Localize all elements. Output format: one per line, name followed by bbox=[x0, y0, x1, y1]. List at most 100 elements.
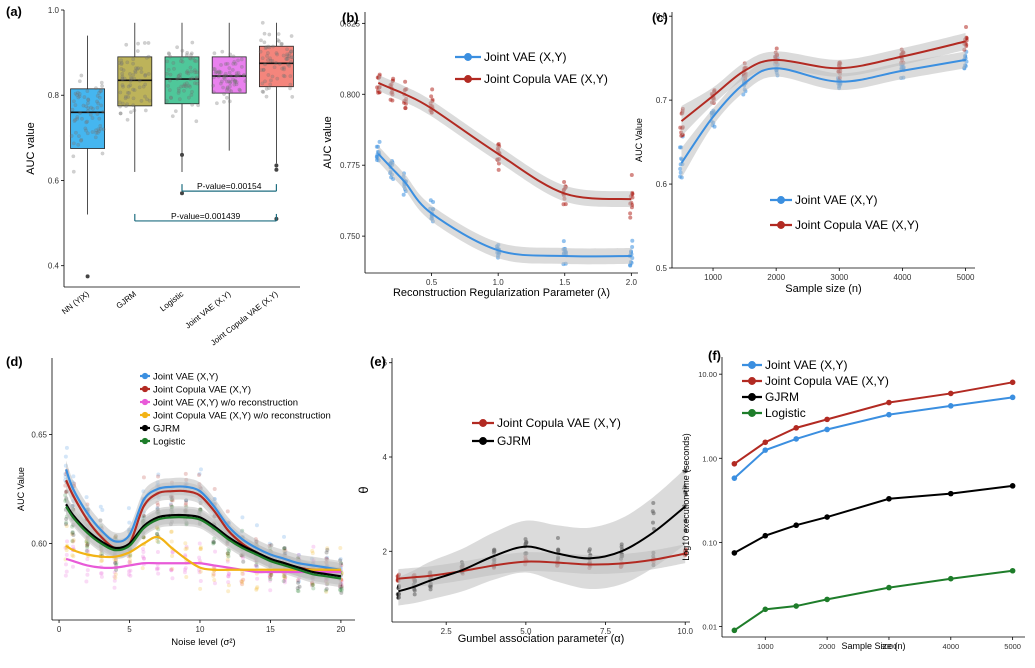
data-point bbox=[289, 49, 293, 54]
data-point bbox=[629, 172, 634, 177]
data-point bbox=[125, 102, 129, 107]
data-point bbox=[180, 59, 185, 64]
data-point bbox=[276, 38, 280, 42]
data-point bbox=[232, 82, 237, 87]
data-point bbox=[77, 92, 82, 96]
data-point bbox=[70, 530, 75, 535]
y-tick-label: 0.65 bbox=[31, 430, 47, 439]
data-point bbox=[310, 582, 315, 587]
data-point bbox=[95, 112, 100, 116]
data-point bbox=[271, 44, 275, 49]
data-point bbox=[94, 86, 98, 91]
data-point bbox=[64, 520, 69, 525]
data-point bbox=[266, 73, 271, 77]
x-tick-label: 2000 bbox=[819, 642, 836, 651]
data-point bbox=[121, 84, 125, 89]
data-point bbox=[119, 67, 124, 71]
y-tick-label: 0.8 bbox=[48, 91, 60, 100]
data-point bbox=[192, 58, 197, 63]
data-point bbox=[142, 556, 147, 561]
data-point bbox=[229, 89, 234, 94]
data-point bbox=[266, 44, 271, 49]
data-point bbox=[225, 85, 230, 90]
y-axis-label: Log10 execution time (seconds) bbox=[681, 433, 691, 561]
data-point bbox=[339, 590, 344, 595]
series-marker bbox=[731, 460, 738, 467]
series-marker bbox=[1009, 394, 1016, 401]
data-point bbox=[136, 41, 140, 46]
series-marker bbox=[731, 475, 738, 481]
data-point bbox=[231, 54, 236, 59]
data-point bbox=[310, 551, 315, 556]
data-point bbox=[169, 539, 174, 544]
data-point bbox=[242, 73, 246, 77]
data-point bbox=[99, 80, 104, 85]
data-point bbox=[228, 99, 232, 104]
data-point bbox=[197, 471, 202, 476]
data-point bbox=[234, 80, 239, 84]
x-tick-label: 5000 bbox=[957, 273, 975, 282]
data-point bbox=[134, 66, 138, 71]
data-point bbox=[71, 539, 76, 544]
data-point bbox=[63, 562, 68, 567]
data-point bbox=[156, 472, 161, 477]
data-point bbox=[182, 88, 186, 93]
data-point bbox=[240, 571, 245, 576]
data-point bbox=[228, 52, 233, 57]
data-point bbox=[91, 106, 95, 111]
data-point bbox=[263, 79, 267, 84]
data-point bbox=[76, 95, 81, 100]
legend-marker bbox=[479, 437, 487, 445]
data-point bbox=[126, 95, 130, 99]
data-point bbox=[289, 49, 294, 54]
data-point bbox=[182, 82, 187, 87]
data-point bbox=[289, 34, 294, 38]
data-point bbox=[170, 114, 175, 119]
data-point bbox=[325, 555, 330, 560]
data-point bbox=[136, 66, 140, 70]
data-point bbox=[85, 119, 90, 124]
series-marker bbox=[1009, 567, 1016, 574]
data-point bbox=[282, 546, 287, 551]
data-point bbox=[183, 567, 188, 572]
data-point bbox=[139, 99, 144, 103]
data-point bbox=[84, 104, 89, 109]
data-point bbox=[71, 141, 76, 146]
data-point bbox=[86, 101, 90, 105]
data-point bbox=[101, 127, 106, 132]
data-point bbox=[288, 86, 292, 91]
data-point bbox=[168, 72, 173, 77]
data-point bbox=[198, 586, 203, 591]
data-point bbox=[127, 559, 132, 564]
data-point bbox=[179, 84, 184, 89]
data-point bbox=[112, 574, 117, 579]
data-point bbox=[267, 573, 272, 578]
series-marker bbox=[947, 403, 954, 409]
data-point bbox=[88, 112, 93, 117]
series-line bbox=[680, 40, 966, 122]
data-point bbox=[234, 74, 238, 78]
data-point bbox=[225, 559, 230, 564]
data-point bbox=[190, 89, 194, 94]
data-point bbox=[211, 67, 216, 71]
data-point bbox=[85, 545, 90, 550]
data-point bbox=[170, 553, 175, 558]
data-point bbox=[388, 97, 393, 102]
legend-label: GJRM bbox=[497, 434, 531, 448]
data-point bbox=[268, 82, 273, 87]
data-point bbox=[77, 134, 81, 138]
data-point bbox=[401, 192, 406, 197]
data-point bbox=[198, 547, 203, 552]
data-point bbox=[169, 96, 173, 100]
data-point bbox=[226, 551, 231, 556]
data-point bbox=[141, 475, 146, 480]
data-point bbox=[217, 73, 222, 78]
data-point bbox=[310, 582, 315, 587]
data-point bbox=[261, 68, 266, 72]
data-point bbox=[268, 578, 273, 583]
legend: Joint VAE (X,Y) Joint Copula VAE (X,Y) bbox=[455, 50, 608, 86]
data-point bbox=[262, 31, 267, 36]
data-point bbox=[123, 96, 128, 101]
x-tick-label: 5.0 bbox=[520, 627, 532, 636]
data-point bbox=[79, 138, 83, 143]
